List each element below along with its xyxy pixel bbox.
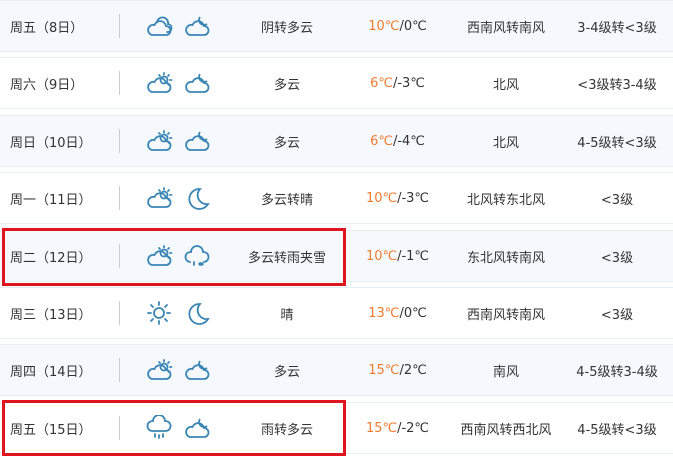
weather-description: 晴 [280,307,294,323]
low-temp: /-2℃ [397,420,430,436]
weather-icons [145,58,211,108]
low-temp: /-3℃ [397,190,430,206]
weather-description: 多云转雨夹雪 [247,250,326,266]
cloud-sun-icon [147,187,173,208]
high-temp: 10℃ [365,248,398,264]
forecast-row: 周三（13日） 晴 13℃/0℃ 西南风转南风 <3级 [0,287,673,339]
wind-level: <3级 [600,192,634,208]
temperature: 13℃/0℃ [350,288,445,338]
cloud-moon-icon [185,360,210,380]
cloud-sun-icon [147,359,173,380]
sun-icon [147,301,171,325]
low-temp: /0℃ [399,305,427,321]
forecast-row: 周五（8日） 阴转多云 10℃/0℃ 西南风转南风 3-4级转<3级 [0,0,673,52]
divider [119,358,120,382]
divider [119,244,120,268]
wind-direction: 西南风转南风 [466,20,545,36]
low-temp: /-4℃ [392,133,425,149]
high-temp: 6℃ [370,133,393,149]
moon-icon [188,188,210,210]
wind-direction: 东北风转南风 [466,250,545,266]
day-label: 周二（12日） [10,250,92,266]
low-temp: /2℃ [399,362,427,378]
day-label: 周日（10日） [10,135,92,151]
forecast-row: 周四（14日） 多云 15℃/2℃ 南风 4-5级转3-4级 [0,344,673,396]
wind-level: 4-5级转<3级 [577,422,657,438]
low-temp: /-1℃ [397,248,430,264]
temperature: 6℃/-4℃ [350,116,445,166]
temperature: 10℃/-3℃ [350,173,445,223]
wind-direction: 北风 [492,135,519,151]
wind-direction: 南风 [492,364,519,380]
weather-icons [145,345,211,395]
divider [119,14,120,38]
low-temp: /0℃ [399,18,427,34]
weather-description: 多云 [273,135,300,151]
high-temp: 15℃ [368,362,400,378]
wind-level: <3级 [600,307,634,323]
weather-description: 多云 [273,77,300,93]
cloud-moon-icon [185,131,210,151]
low-temp: /-3℃ [392,75,425,91]
weather-icons [145,231,211,281]
high-temp: 10℃ [368,18,400,34]
wind-level: 4-5级转3-4级 [576,364,658,380]
cloud-sun-icon [147,245,173,266]
wind-level: 3-4级转<3级 [577,20,657,36]
day-label: 周五（8日） [10,20,84,36]
cloud-sun-icon [147,130,173,151]
moon-icon [188,303,210,325]
divider [119,301,120,325]
cloudy-icon [147,16,173,36]
temperature: 15℃/-2℃ [350,403,445,453]
wind-direction: 北风 [492,77,519,93]
weather-icons [145,173,211,223]
forecast-row: 周五（15日） 雨转多云 15℃/-2℃ 西南风转西北风 4-5级转<3级 [0,402,673,454]
divider [119,186,120,210]
high-temp: 10℃ [365,190,398,206]
weather-description: 阴转多云 [260,20,313,36]
forecast-row: 周日（10日） 多云 6℃/-4℃ 北风 4-5级转<3级 [0,115,673,167]
weather-description: 多云转晴 [260,192,313,208]
wind-direction: 西南风转西北风 [460,422,552,438]
day-label: 周五（15日） [10,422,92,438]
cloud-moon-icon [185,16,210,36]
temperature: 6℃/-3℃ [350,58,445,108]
wind-direction: 西南风转南风 [466,307,545,323]
sleet-icon [184,245,210,266]
forecast-row: 周二（12日） 多云转雨夹雪 10℃/-1℃ 东北风转南风 <3级 [0,230,673,282]
forecast-row: 周六（9日） 多云 6℃/-3℃ 北风 <3级转3-4级 [0,57,673,109]
cloud-moon-icon [185,73,210,93]
day-label: 周六（9日） [10,77,84,93]
high-temp: 15℃ [365,420,398,436]
day-label: 周四（14日） [10,364,92,380]
weather-icons [145,403,211,453]
high-temp: 6℃ [370,75,393,91]
weather-icons [145,288,211,338]
wind-level: <3级转3-4级 [577,77,657,93]
wind-direction: 北风转东北风 [466,192,545,208]
day-label: 周一（11日） [10,192,92,208]
divider [119,129,120,153]
rain-icon [146,415,172,439]
weather-description: 多云 [273,364,300,380]
forecast-row: 周一（11日） 多云转晴 10℃/-3℃ 北风转东北风 <3级 [0,172,673,224]
weather-icons [145,1,211,51]
cloud-moon-icon [185,418,210,438]
divider [119,71,120,95]
weather-icons [145,116,211,166]
divider [119,416,120,440]
temperature: 15℃/2℃ [350,345,445,395]
weather-description: 雨转多云 [260,422,313,438]
high-temp: 13℃ [368,305,400,321]
day-label: 周三（13日） [10,307,92,323]
wind-level: 4-5级转<3级 [577,135,657,151]
temperature: 10℃/0℃ [350,1,445,51]
temperature: 10℃/-1℃ [350,231,445,281]
cloud-sun-icon [147,72,173,93]
wind-level: <3级 [600,250,634,266]
